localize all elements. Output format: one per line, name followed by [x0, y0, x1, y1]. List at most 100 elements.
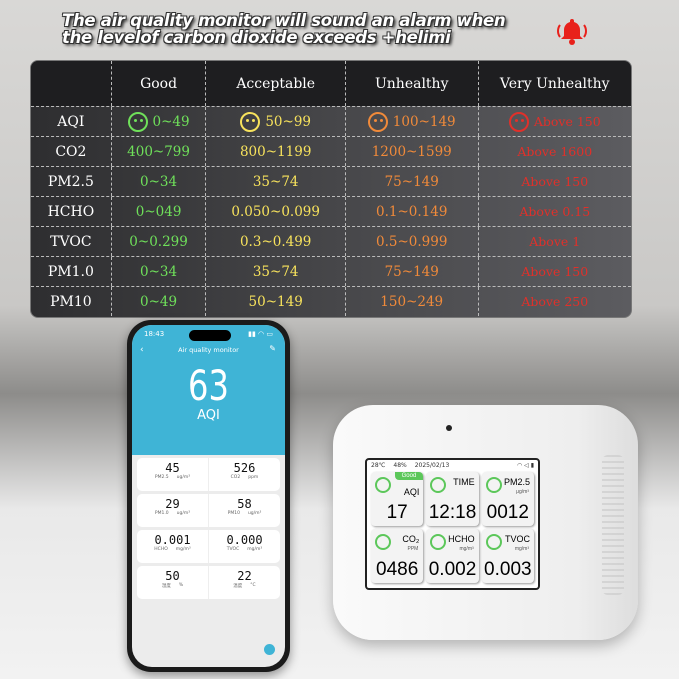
tile-name: PM2.5 [503, 477, 530, 487]
back-icon[interactable]: ‹ [140, 345, 144, 355]
unhealthy-range: 0.5~0.999 [376, 233, 448, 250]
cell-very_unhealthy: Above 250 [477, 287, 631, 316]
signal-wifi-battery-icon: ▮▮ ◠ ▭ [248, 330, 273, 338]
metric-label: TVOC [226, 547, 240, 552]
chart-icon[interactable] [264, 644, 275, 655]
metric-card: 50 湿度% 22 温度 °C [137, 566, 280, 599]
tile-unit: mg/m³ [514, 546, 529, 552]
metric-value: 0.000 [226, 533, 263, 547]
unhealthy-range: 100~149 [392, 113, 456, 130]
device-tile: TIME 12:18 [426, 472, 479, 526]
metric-value: 45 [165, 461, 180, 475]
row-label: PM2.5 [47, 173, 94, 190]
tile-value: 0486 [376, 559, 419, 580]
tile-name: CO₂ [402, 534, 420, 544]
header-good: Good [110, 61, 206, 106]
cell-unhealthy: 75~149 [344, 167, 478, 196]
table-row: CO2 400~799 800~1199 1200~1599 Above 1600 [31, 136, 631, 166]
edit-icon[interactable]: ✎ [269, 344, 276, 353]
status-time: 18:43 [144, 330, 165, 338]
metric-label: PM1.0 [154, 511, 169, 516]
tile-name: TIME [453, 477, 475, 487]
good-range: 400~799 [127, 143, 190, 160]
unhealthy-range: 0.1~0.149 [376, 203, 448, 220]
metric: 0.001 HCHO mg/m³ [137, 530, 208, 563]
sensor-dot [446, 425, 452, 431]
air-quality-levels-table: Good Acceptable Unhealthy Very Unhealthy… [30, 60, 632, 318]
acceptable-range: 50~99 [265, 113, 312, 130]
cell-good: 0~49 [110, 287, 206, 316]
metric-card: 45 PM2.5 ug/m³ 526 CO2 ppm [137, 458, 280, 491]
good-range: 0~49 [140, 293, 178, 310]
date-readout: 2025/02/13 [414, 462, 450, 469]
metric-card: 0.001 HCHO mg/m³ 0.000 TVOC mg/m³ [137, 530, 280, 563]
metric-label: PM2.5 [154, 475, 169, 480]
table-row: PM10 0~49 50~149 150~249 Above 250 [31, 286, 631, 316]
cell-very_unhealthy: Above 150 [477, 107, 631, 136]
cell-unhealthy: 100~149 [344, 107, 478, 136]
aqi-label: AQI [197, 408, 220, 423]
device-status-bar: 28℃ 48% 2025/02/13 ◠ ◁ ▮ [371, 462, 534, 469]
row-label: AQI [57, 113, 85, 130]
tile-name: TVOC [504, 534, 530, 544]
status-bar: 18:43 ▮▮ ◠ ▭ [132, 325, 285, 338]
tile-icon [485, 477, 502, 493]
cell-acceptable: 0.050~0.099 [205, 197, 345, 226]
phone-screen: 18:43 ▮▮ ◠ ▭ ‹ ✎ Air quality monitor 63 … [132, 325, 285, 667]
tile-name: HCHO [448, 534, 475, 544]
metric-label: 湿度 [161, 584, 171, 589]
metric-value: 29 [165, 497, 180, 511]
device-tile: HCHO mg/m³ 0.002 [426, 529, 479, 583]
cell-good: 0~34 [110, 257, 206, 286]
cell-very_unhealthy: Above 150 [477, 257, 631, 286]
acceptable-face-icon [240, 111, 261, 132]
table-row: PM1.0 0~34 35~74 75~149 Above 150 [31, 256, 631, 286]
cell-unhealthy: 150~249 [344, 287, 478, 316]
cell-unhealthy: 75~149 [344, 257, 478, 286]
acceptable-range: 0.050~0.099 [231, 203, 320, 220]
table-row: HCHO 0~049 0.050~0.099 0.1~0.149 Above 0.15 [31, 196, 631, 226]
device-tile: PM2.5 μg/m³ 0012 [481, 472, 534, 526]
tile-icon [375, 477, 391, 493]
unhealthy-range: 75~149 [384, 263, 439, 280]
cell-very_unhealthy: Above 0.15 [477, 197, 631, 226]
tile-unit: μg/m³ [516, 489, 529, 495]
unhealthy-range: 150~249 [380, 293, 444, 310]
tile-unit: PPM [407, 546, 419, 552]
cell-very_unhealthy: Above 1600 [477, 137, 631, 166]
metric-card: 29 PM1.0 ug/m³ 58 PM10 ug/m³ [137, 494, 280, 527]
vent-grille [602, 455, 624, 595]
tile-value: 12:18 [428, 502, 477, 523]
cell-good: 0~34 [110, 167, 206, 196]
device-tile: CO₂ PPM 0486 [371, 529, 424, 583]
headline-line-1: The air quality monitor will sound an al… [62, 11, 506, 30]
unhealthy-range: 75~149 [384, 173, 439, 190]
metric-value: 50 [165, 569, 180, 583]
very_unhealthy-range: Above 0.15 [519, 204, 591, 219]
cell-unhealthy: 1200~1599 [344, 137, 478, 166]
cell-acceptable: 35~74 [205, 257, 345, 286]
table-row: AQI 0~49 50~99 100~149 Above 150 [31, 106, 631, 136]
device-display: 28℃ 48% 2025/02/13 ◠ ◁ ▮ Good AQI 17 TIME 12… [365, 458, 540, 590]
metric: 29 PM1.0 ug/m³ [137, 494, 208, 527]
metric-label: HCHO [154, 547, 168, 552]
row-label: CO2 [55, 143, 87, 160]
air-quality-monitor-device: 28℃ 48% 2025/02/13 ◠ ◁ ▮ Good AQI 17 TIME 12… [333, 405, 638, 640]
good-range: 0~0.299 [129, 233, 188, 250]
tile-value: 0012 [486, 502, 529, 523]
very_unhealthy-range: Above 150 [521, 174, 589, 189]
very_unhealthy-range: Above 250 [521, 294, 589, 309]
very_unhealthy-range: Above 150 [521, 264, 589, 279]
cell-very_unhealthy: Above 150 [477, 167, 631, 196]
good-range: 0~34 [140, 173, 178, 190]
metric: 526 CO2 ppm [208, 458, 280, 491]
metric: 50 湿度% [137, 566, 208, 599]
header-acceptable: Acceptable [205, 61, 345, 106]
metric-label: 温度 [233, 584, 243, 589]
humidity-readout: 48% [393, 462, 407, 469]
good-range: 0~34 [140, 263, 178, 280]
metric-value: 526 [233, 461, 256, 475]
metric-label: CO2 [230, 475, 241, 480]
unhealthy-range: 1200~1599 [371, 143, 452, 160]
tile-name: AQI [403, 487, 420, 497]
